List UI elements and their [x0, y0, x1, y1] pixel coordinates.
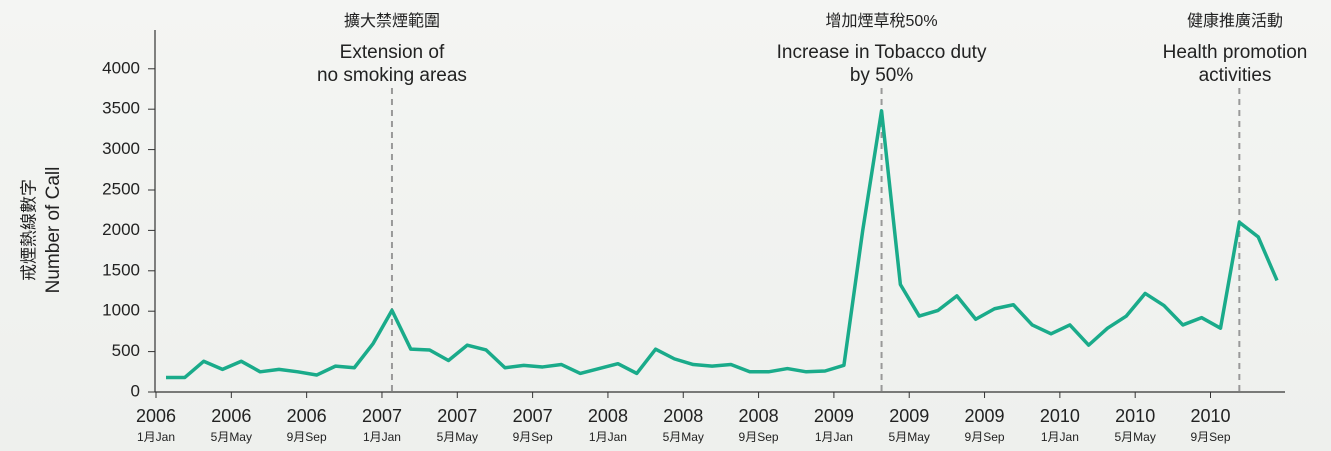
- y-tick-label: 4000: [102, 58, 140, 77]
- x-tick-month: 5月May: [211, 430, 252, 444]
- x-tick-month: 1月Jan: [815, 430, 853, 444]
- annotation-en: Health promotion: [1163, 42, 1308, 63]
- annotation-en: no smoking areas: [317, 65, 467, 86]
- x-tick-year: 2009: [889, 406, 929, 426]
- y-label-zh: 戒煙熱線數字: [19, 179, 38, 281]
- x-tick-month: 5月May: [663, 430, 704, 444]
- x-tick-year: 2010: [1115, 406, 1155, 426]
- y-axis-label: 戒煙熱線數字 Number of Call: [19, 167, 64, 294]
- x-tick-year: 2006: [287, 406, 327, 426]
- x-tick-month: 5月May: [437, 430, 478, 444]
- x-tick-year: 2010: [1040, 406, 1080, 426]
- y-tick-label: 3000: [102, 139, 140, 158]
- annotation-zh: 擴大禁煙範圍: [344, 12, 440, 30]
- y-tick-label: 1000: [102, 301, 140, 320]
- annotation-en: activities: [1199, 65, 1272, 86]
- annotation-en: by 50%: [850, 65, 913, 86]
- data-line: [166, 109, 1279, 380]
- x-tick-month: 9月Sep: [513, 430, 553, 444]
- x-tick-month: 1月Jan: [1041, 430, 1079, 444]
- annotation-en: Increase in Tobacco duty: [777, 42, 987, 63]
- x-tick-year: 2007: [362, 406, 402, 426]
- x-tick-year: 2007: [513, 406, 553, 426]
- x-tick-year: 2009: [814, 406, 854, 426]
- x-tick-month: 9月Sep: [287, 430, 327, 444]
- x-tick-month: 1月Jan: [589, 430, 627, 444]
- y-label-en: Number of Call: [43, 167, 64, 294]
- x-tick-year: 2006: [136, 406, 176, 426]
- y-tick-label: 2000: [102, 220, 140, 239]
- x-tick-year: 2008: [739, 406, 779, 426]
- annotation-zh: 健康推廣活動: [1187, 12, 1283, 30]
- annotation-en: Extension of: [340, 42, 445, 63]
- x-tick-month: 1月Jan: [137, 430, 175, 444]
- x-tick-year: 2008: [588, 406, 628, 426]
- x-tick-year: 2007: [437, 406, 477, 426]
- x-tick-month: 1月Jan: [363, 430, 401, 444]
- x-tick-year: 2010: [1190, 406, 1230, 426]
- x-tick-month: 9月Sep: [1190, 430, 1230, 444]
- x-tick-year: 2008: [663, 406, 703, 426]
- y-tick-label: 1500: [102, 260, 140, 279]
- x-tick-month: 9月Sep: [739, 430, 779, 444]
- annotation-zh: 增加煙草稅50%: [826, 12, 938, 30]
- y-tick-label: 500: [112, 341, 140, 360]
- y-tick-label: 3500: [102, 99, 140, 118]
- x-tick-month: 9月Sep: [965, 430, 1005, 444]
- x-tick-month: 5月May: [1115, 430, 1156, 444]
- y-tick-label: 0: [131, 381, 140, 400]
- y-tick-label: 2500: [102, 179, 140, 198]
- x-tick-year: 2009: [965, 406, 1005, 426]
- x-tick-month: 5月May: [889, 430, 930, 444]
- x-tick-year: 2006: [211, 406, 251, 426]
